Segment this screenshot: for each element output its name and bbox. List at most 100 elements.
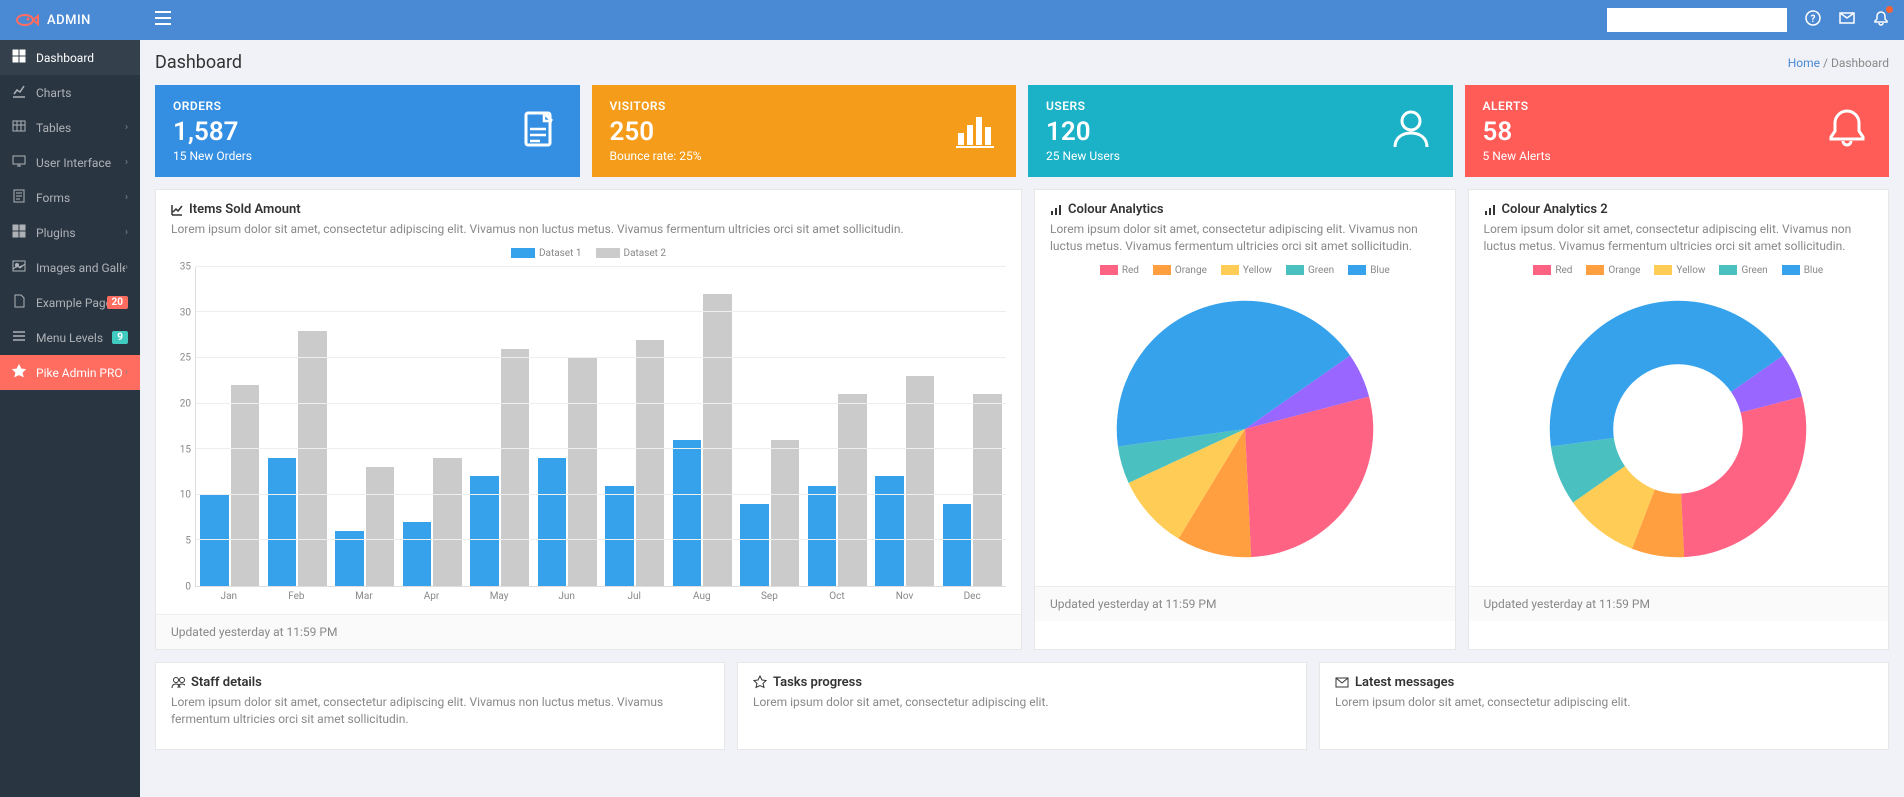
bar-dataset2 bbox=[568, 358, 596, 586]
user-icon bbox=[1387, 105, 1435, 157]
stat-card-users[interactable]: USERS12025 New Users bbox=[1028, 85, 1453, 177]
users-icon bbox=[171, 675, 185, 689]
stat-card-orders[interactable]: ORDERS1,58715 New Orders bbox=[155, 85, 580, 177]
stat-label: ALERTS bbox=[1483, 99, 1551, 113]
x-axis-label: Feb bbox=[263, 587, 331, 602]
bars-icon bbox=[950, 105, 998, 157]
legend-item: Red bbox=[1533, 265, 1572, 276]
stat-cards-row: ORDERS1,58715 New Orders VISITORS 250 Bounc… bbox=[155, 85, 1889, 177]
bell-icon bbox=[1823, 105, 1871, 157]
x-axis-label: Apr bbox=[398, 587, 466, 602]
bar-group bbox=[196, 267, 264, 586]
bottom-panels-row: Staff detailsLorem ipsum dolor sit amet,… bbox=[155, 662, 1889, 751]
bottom-panel-desc: Lorem ipsum dolor sit amet, consectetur … bbox=[171, 694, 709, 728]
bottom-panel-staff-details: Staff detailsLorem ipsum dolor sit amet,… bbox=[155, 662, 725, 751]
sidebar-item-label: Pike Admin PRO bbox=[36, 366, 125, 380]
sidebar-item-pike-admin-pro[interactable]: Pike Admin PRO› bbox=[0, 355, 140, 390]
topbar: ADMIN ? bbox=[0, 0, 1904, 40]
bar-dataset2 bbox=[298, 331, 326, 586]
hamburger-icon bbox=[155, 11, 171, 25]
legend-item: Orange bbox=[1153, 265, 1207, 276]
search-input[interactable] bbox=[1607, 8, 1787, 32]
envelope-icon bbox=[1335, 675, 1349, 689]
bar-dataset2 bbox=[231, 385, 259, 586]
bar-group bbox=[736, 267, 804, 586]
legend-item: Yellow bbox=[1221, 265, 1272, 276]
x-axis-label: Jul bbox=[600, 587, 668, 602]
sidebar-item-forms[interactable]: Forms› bbox=[0, 180, 140, 215]
bottom-panel-desc: Lorem ipsum dolor sit amet, consectetur … bbox=[1335, 694, 1873, 711]
sidebar: DashboardChartsTables›User Interface›For… bbox=[0, 40, 140, 797]
sidebar-item-dashboard[interactable]: Dashboard bbox=[0, 40, 140, 75]
bar-dataset2 bbox=[366, 467, 394, 585]
sidebar-item-label: Images and Galleries bbox=[36, 261, 125, 275]
bottom-panel-title: Tasks progress bbox=[773, 675, 862, 690]
menu-toggle[interactable] bbox=[140, 11, 186, 29]
colour2-footer: Updated yesterday at 11:59 PM bbox=[1469, 586, 1889, 621]
pie1-legend: RedOrangeYellowGreenBlue bbox=[1050, 265, 1440, 276]
stat-sub: 25 New Users bbox=[1046, 149, 1120, 163]
x-axis-label: Sep bbox=[736, 587, 804, 602]
document-icon bbox=[514, 105, 562, 157]
breadcrumb-current: Dashboard bbox=[1831, 56, 1889, 70]
sidebar-item-tables[interactable]: Tables› bbox=[0, 110, 140, 145]
bell-icon[interactable] bbox=[1873, 10, 1889, 30]
colour1-desc: Lorem ipsum dolor sit amet, consectetur … bbox=[1050, 221, 1440, 255]
bar-group bbox=[534, 267, 602, 586]
chart-icon bbox=[12, 84, 26, 101]
pie2-legend: RedOrangeYellowGreenBlue bbox=[1484, 265, 1874, 276]
x-axis-label: May bbox=[465, 587, 533, 602]
sidebar-item-label: Dashboard bbox=[36, 51, 128, 65]
stat-label: USERS bbox=[1046, 99, 1120, 113]
bar-dataset2 bbox=[838, 394, 866, 585]
line-chart-icon bbox=[171, 204, 183, 216]
doughnut-chart bbox=[1543, 294, 1813, 564]
table-icon bbox=[12, 119, 26, 136]
stat-card-visitors[interactable]: VISITORS 250 Bounce rate: 25% bbox=[592, 85, 1017, 177]
legend-item: Dataset 2 bbox=[596, 248, 667, 259]
bar-dataset1 bbox=[740, 504, 768, 586]
bar-group bbox=[466, 267, 534, 586]
legend-item: Blue bbox=[1348, 265, 1389, 276]
brand-text: ADMIN bbox=[47, 13, 91, 28]
bar-dataset2 bbox=[771, 440, 799, 586]
sidebar-item-user-interface[interactable]: User Interface› bbox=[0, 145, 140, 180]
items-sold-desc: Lorem ipsum dolor sit amet, consectetur … bbox=[171, 221, 1006, 238]
legend-item: Orange bbox=[1586, 265, 1640, 276]
sidebar-item-images-and-galleries[interactable]: Images and Galleries› bbox=[0, 250, 140, 285]
sidebar-item-label: Forms bbox=[36, 191, 125, 205]
bar-dataset1 bbox=[943, 504, 971, 586]
logo[interactable]: ADMIN bbox=[0, 0, 140, 40]
help-icon[interactable]: ? bbox=[1805, 10, 1821, 30]
bar-dataset1 bbox=[673, 440, 701, 586]
legend-item: Green bbox=[1719, 265, 1767, 276]
pie-chart bbox=[1110, 294, 1380, 564]
x-axis-label: Aug bbox=[668, 587, 736, 602]
sidebar-item-menu-levels[interactable]: Menu Levels9 bbox=[0, 320, 140, 355]
bar-dataset2 bbox=[433, 458, 461, 586]
x-axis-label: Oct bbox=[803, 587, 871, 602]
breadcrumb-home[interactable]: Home bbox=[1788, 56, 1820, 70]
star-icon bbox=[753, 675, 767, 689]
x-axis-label: Jun bbox=[533, 587, 601, 602]
sidebar-item-label: User Interface bbox=[36, 156, 125, 170]
stat-sub: Bounce rate: 25% bbox=[610, 149, 702, 163]
stat-card-alerts[interactable]: ALERTS585 New Alerts bbox=[1465, 85, 1890, 177]
items-sold-footer: Updated yesterday at 11:59 PM bbox=[156, 614, 1021, 649]
mail-icon[interactable] bbox=[1839, 10, 1855, 30]
sidebar-item-charts[interactable]: Charts bbox=[0, 75, 140, 110]
fish-icon bbox=[15, 8, 39, 32]
stat-label: VISITORS bbox=[610, 99, 702, 113]
bottom-panel-desc: Lorem ipsum dolor sit amet, consectetur … bbox=[753, 694, 1291, 711]
stat-sub: 15 New Orders bbox=[173, 149, 252, 163]
sidebar-item-plugins[interactable]: Plugins› bbox=[0, 215, 140, 250]
x-axis-label: Dec bbox=[938, 587, 1006, 602]
sidebar-item-example-pages[interactable]: Example Pages20 bbox=[0, 285, 140, 320]
stat-value: 250 bbox=[610, 117, 702, 147]
bar-chart-icon bbox=[1050, 204, 1062, 216]
colour1-footer: Updated yesterday at 11:59 PM bbox=[1035, 586, 1455, 621]
colour2-desc: Lorem ipsum dolor sit amet, consectetur … bbox=[1484, 221, 1874, 255]
main-content: Dashboard Home / Dashboard ORDERS1,58715… bbox=[140, 40, 1904, 797]
bar-chart-icon bbox=[1484, 204, 1496, 216]
sidebar-item-label: Plugins bbox=[36, 226, 125, 240]
